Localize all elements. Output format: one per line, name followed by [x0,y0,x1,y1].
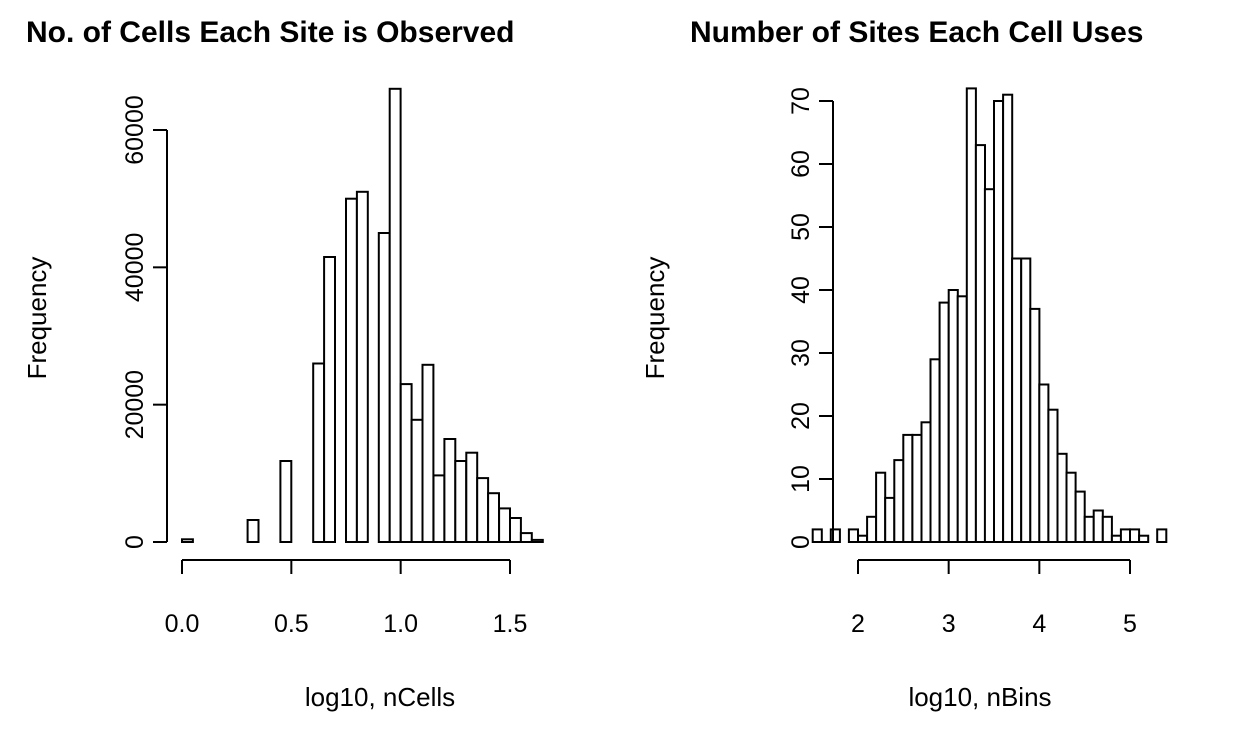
histogram-bar [1038,383,1050,543]
histogram-bar [1020,257,1032,543]
histogram-bar [1065,471,1077,544]
histogram-bar [875,471,887,544]
y-tick-label: 20000 [121,370,149,440]
histogram-bar [399,383,413,543]
histogram-bar [345,197,358,543]
panel-cells-per-site: No. of Cells Each Site is Observed 0 2000… [22,16,544,712]
histogram-bar [893,459,905,544]
histogram-bar [1138,534,1150,544]
histogram-bar [857,534,869,544]
histogram-bar [1002,93,1014,543]
y-tick-label: 10 [787,465,815,493]
y-axis-label: Frequency [640,257,670,380]
histogram-bar [279,460,293,543]
histogram-bar [487,492,501,544]
y-tick-label: 60000 [121,95,149,165]
bars [181,87,544,544]
histogram-bar [993,100,1005,543]
x-tick-label: 3 [942,610,956,638]
x-axis-label: log10, nCells [305,682,455,712]
histogram-bar [509,517,522,543]
x-tick-label: 4 [1032,610,1046,638]
histogram-bar [956,295,968,543]
histogram-bar [965,87,977,544]
histogram-bar [929,358,941,543]
y-tick-label: 70 [787,87,815,115]
histogram-bar [1056,452,1068,543]
histogram-bar [1110,534,1123,544]
histogram-bar [911,433,923,543]
bars [811,87,1168,544]
histogram-bar [1129,528,1141,544]
chart-title: Number of Sites Each Cell Uses [690,16,1144,49]
x-tick-label: 1.0 [383,610,418,638]
histogram-bar [1101,515,1113,543]
histogram-bar [312,362,326,543]
histogram-bar [1029,307,1041,543]
y-tick-label: 50 [787,213,815,241]
histogram-bar [884,496,896,543]
histogram-bar [421,363,435,543]
histogram-bar [355,190,369,544]
histogram-bar [920,421,932,543]
histogram-bar [974,144,987,543]
histogram-bar [181,538,194,543]
y-tick-label: 30 [787,339,815,367]
y-axis-label: Frequency [22,257,52,380]
histogram-bar [530,538,544,544]
histogram-bar [498,507,512,543]
histogram-bar [847,528,860,544]
x-tick-label: 0.5 [274,610,309,638]
histogram-bar [246,519,260,543]
histogram-bar [465,451,479,544]
x-tick-label: 2 [851,610,865,638]
histogram-bar [866,515,878,543]
histogram-bar [410,418,424,543]
histogram-bar [1074,490,1086,544]
histogram-bar [983,188,996,543]
histogram-bar [1156,528,1168,544]
histogram-bar [1047,408,1059,544]
histogram-bar [1011,257,1023,543]
histogram-bar [829,528,841,544]
histogram-bar [1083,515,1095,543]
histogram-bar [432,474,446,543]
histogram-bar [377,232,391,543]
histogram-bar [947,289,959,543]
histogram-bar [388,87,402,544]
y-tick-label: 0 [121,535,149,549]
histogram-bar [454,460,468,543]
y-axis: 0 20000 40000 60000 [121,95,168,549]
histogram-bar [443,438,457,543]
histogram-bar [1119,528,1132,544]
histogram-bar [811,528,823,544]
x-tick-label: 1.5 [493,610,528,638]
histogram-bar [902,433,914,543]
y-tick-label: 60 [787,150,815,178]
y-tick-label: 20 [787,402,815,430]
y-tick-label: 0 [787,535,815,549]
x-tick-label: 5 [1123,610,1137,638]
histogram-bar [323,256,337,543]
histogram-bar [938,301,950,543]
x-tick-label: 0.0 [165,610,200,638]
y-tick-label: 40000 [121,233,149,303]
chart-title: No. of Cells Each Site is Observed [26,16,515,49]
y-tick-label: 40 [787,276,815,304]
panel-sites-per-cell: Number of Sites Each Cell Uses 010203040… [640,16,1168,712]
x-axis: 0.0 0.5 1.0 1.5 [165,559,528,638]
x-axis: 2 3 4 5 [851,559,1137,638]
x-axis-label: log10, nBins [908,682,1051,712]
histogram-bar [1092,509,1104,543]
y-axis: 0 10 20 30 40 50 60 70 [787,87,834,549]
histogram-bar [476,477,490,544]
histogram-bar [519,532,533,543]
